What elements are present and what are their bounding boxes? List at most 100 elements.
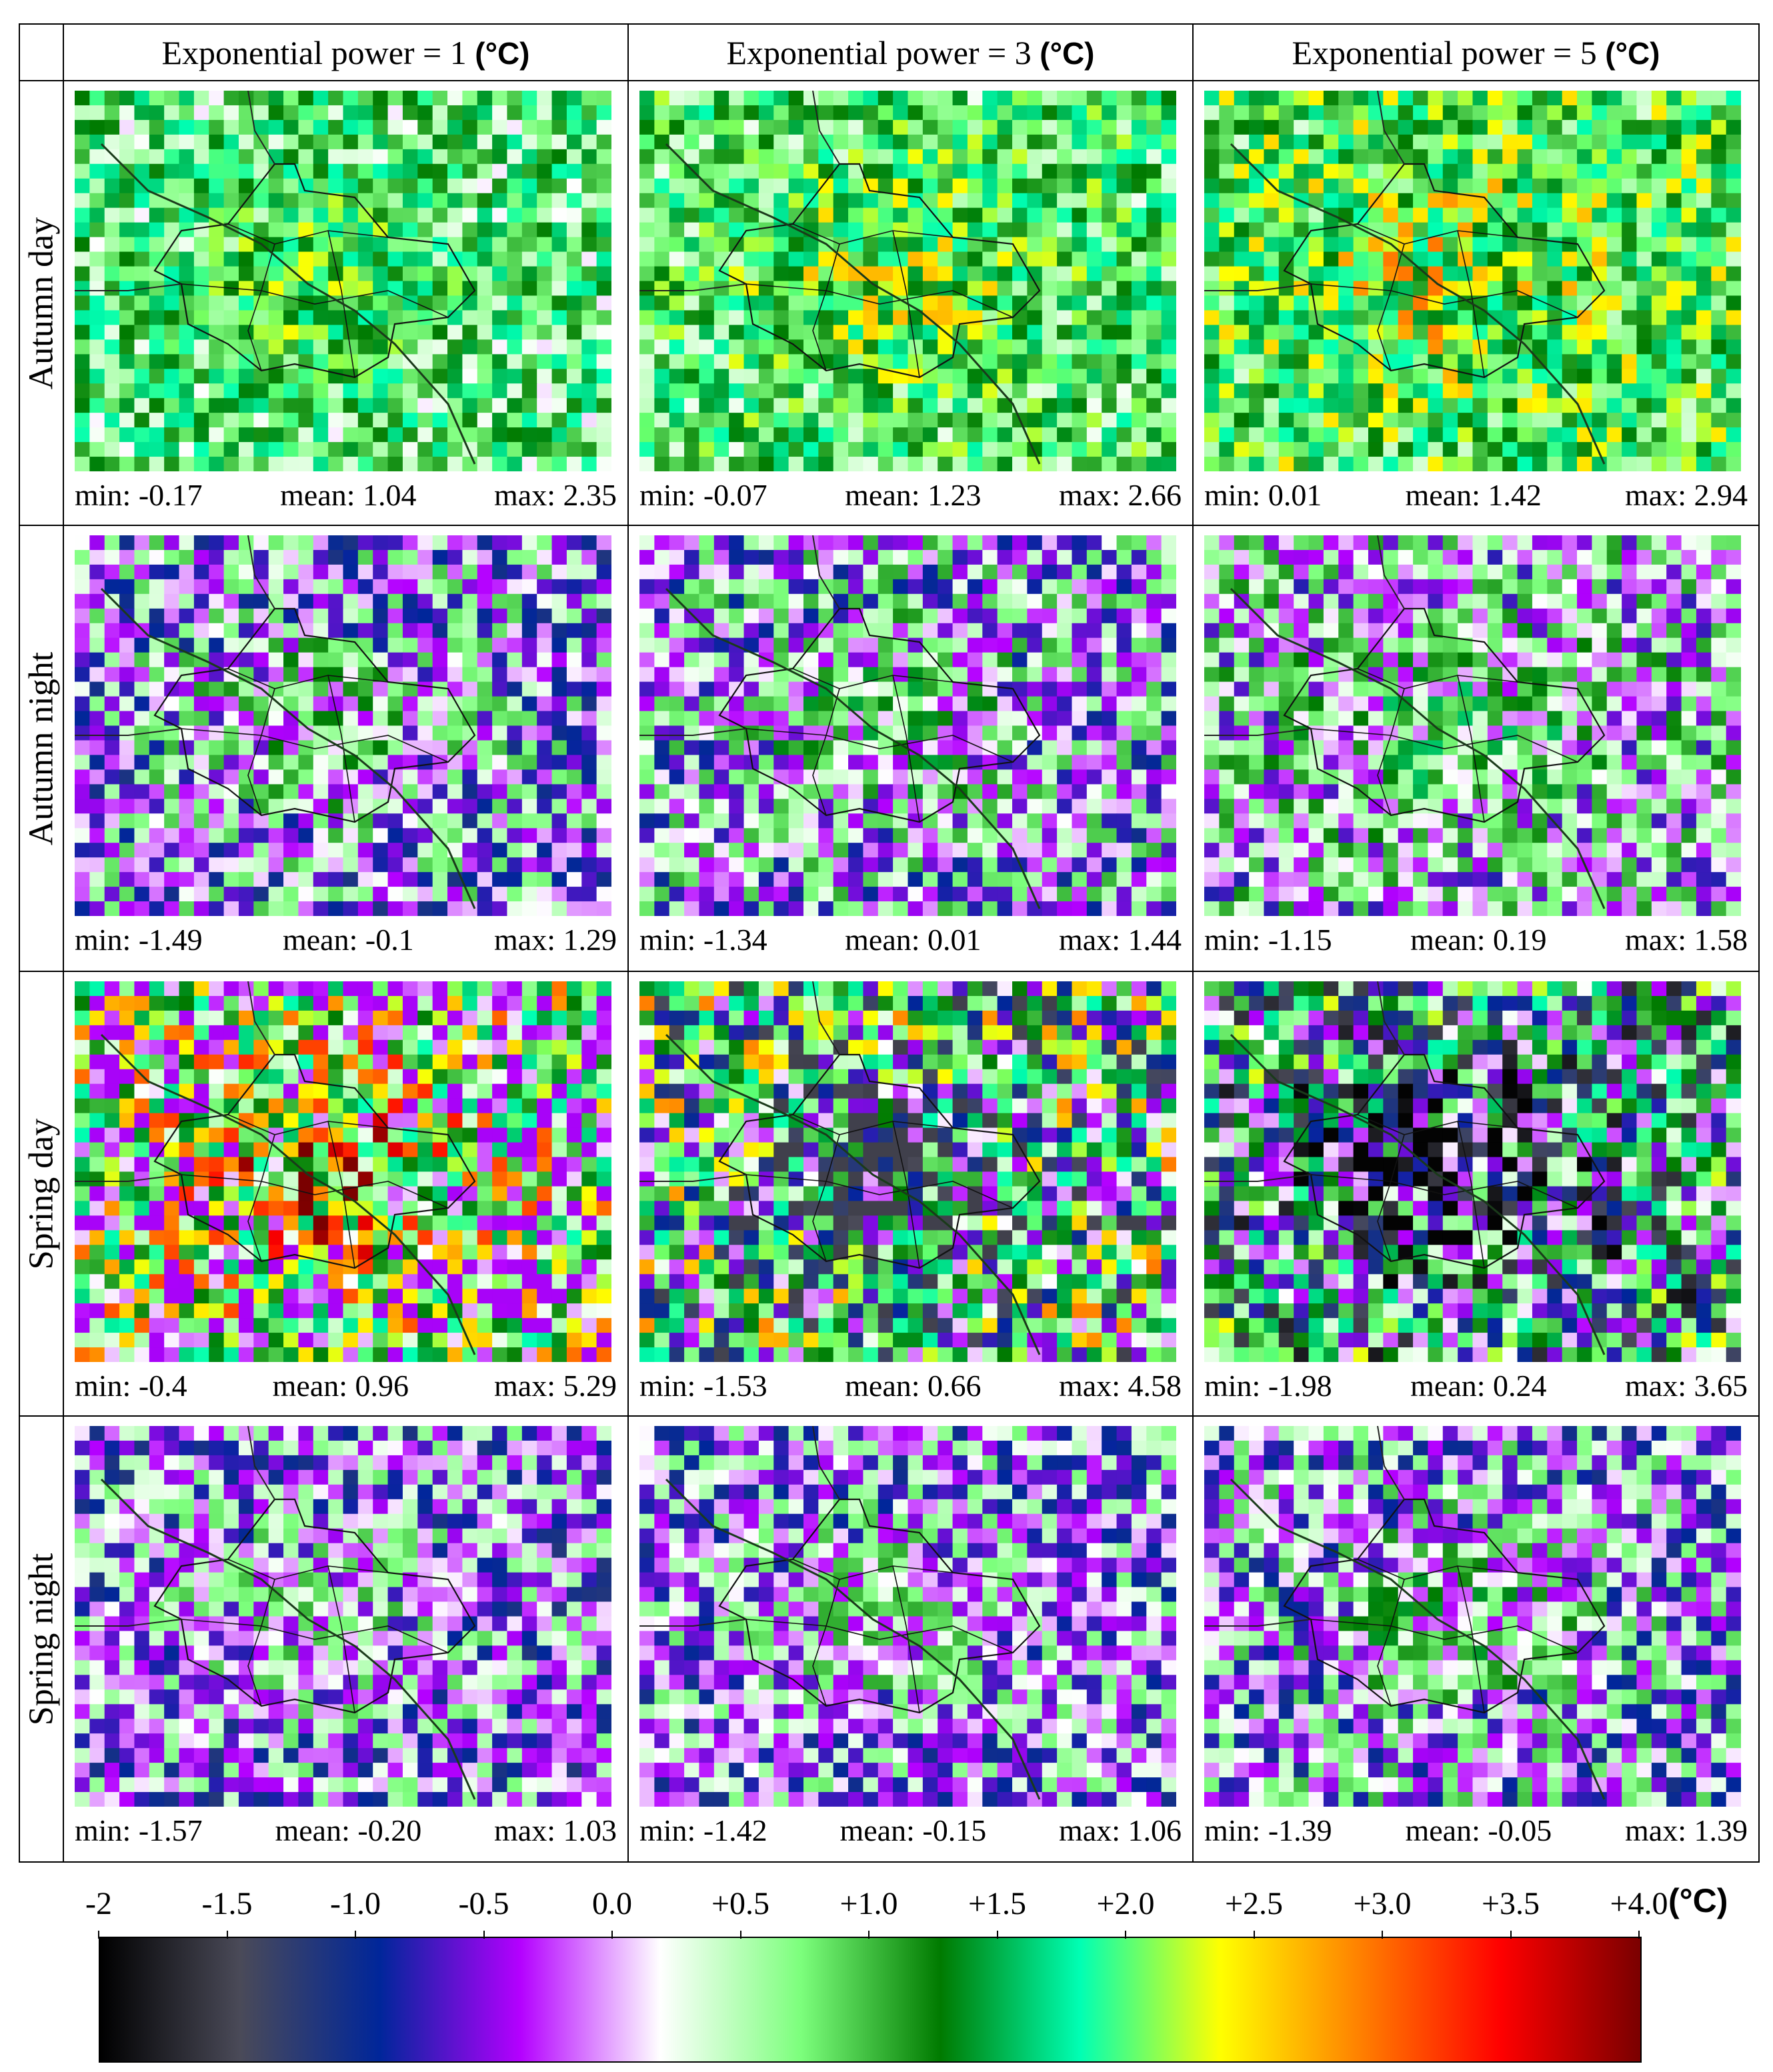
heatmap-cell xyxy=(1012,383,1028,399)
heatmap-cell xyxy=(1651,457,1667,471)
heatmap-cell xyxy=(1323,149,1339,165)
heatmap-cell xyxy=(773,398,789,413)
heatmap-cell xyxy=(164,843,180,858)
heatmap-cell xyxy=(581,281,597,297)
heatmap-cell xyxy=(803,608,819,624)
heatmap-cell xyxy=(432,222,448,238)
heatmap-cell xyxy=(402,207,418,223)
heatmap-cell xyxy=(773,623,789,639)
heatmap-cell xyxy=(967,222,983,238)
heatmap-cell xyxy=(639,681,655,697)
heatmap-cell xyxy=(193,579,209,595)
heatmap-cell xyxy=(1711,295,1727,311)
heatmap-cell xyxy=(699,681,715,697)
heatmap-cell xyxy=(997,887,1013,902)
heatmap-cell xyxy=(1487,105,1503,121)
heatmap-cell xyxy=(1249,325,1265,340)
heatmap-cell xyxy=(1383,427,1399,443)
heatmap-cell xyxy=(1666,207,1682,223)
heatmap-cell xyxy=(1413,413,1429,428)
heatmap-cell xyxy=(537,813,553,829)
heatmap-cell xyxy=(596,696,611,712)
heatmap-cell xyxy=(193,295,209,311)
heatmap-cell xyxy=(1027,134,1043,150)
heatmap-cell xyxy=(1323,222,1339,238)
heatmap-cell xyxy=(313,725,329,741)
heatmap-cell xyxy=(1042,593,1058,609)
heatmap-cell xyxy=(1012,579,1028,595)
heatmap-cell xyxy=(1131,339,1147,355)
heatmap-cell xyxy=(1622,549,1638,565)
heatmap-cell xyxy=(1086,549,1102,565)
heatmap-cell xyxy=(1696,251,1712,267)
heatmap-cell xyxy=(1636,251,1652,267)
heatmap-cell xyxy=(328,325,344,340)
heatmap-cell xyxy=(1353,207,1369,223)
heatmap-cell xyxy=(669,251,685,267)
heatmap-cell xyxy=(492,549,508,565)
heatmap-cell xyxy=(134,251,150,267)
heatmap-cell xyxy=(537,608,553,624)
heatmap-cell xyxy=(283,784,299,799)
heatmap-cell xyxy=(462,149,478,165)
heatmap-cell xyxy=(1042,755,1058,770)
heatmap-cell xyxy=(1338,178,1354,194)
heatmap-cell xyxy=(1086,237,1102,253)
heatmap-cell xyxy=(492,828,508,843)
heatmap-cell xyxy=(1636,222,1652,238)
heatmap-cell xyxy=(908,119,924,135)
heatmap-cell xyxy=(684,383,700,399)
heatmap-cell xyxy=(1264,295,1280,311)
heatmap-cell xyxy=(119,105,135,121)
heatmap-cell xyxy=(848,354,864,369)
heatmap-cell xyxy=(1592,354,1608,369)
heatmap-cell xyxy=(654,755,670,770)
heatmap-cell xyxy=(1606,549,1622,565)
heatmap-cell xyxy=(1131,637,1147,653)
heatmap-cell xyxy=(788,769,804,785)
heatmap-cell xyxy=(1398,369,1414,384)
heatmap-cell xyxy=(1116,339,1132,355)
heatmap-cell xyxy=(1622,91,1638,106)
heatmap-cell xyxy=(298,119,314,135)
heatmap-cell xyxy=(1219,295,1235,311)
heatmap-cell xyxy=(149,755,165,770)
heatmap-cell xyxy=(967,457,983,471)
heatmap-cell xyxy=(462,608,478,624)
heatmap-cell xyxy=(164,134,180,150)
heatmap-cell xyxy=(967,872,983,887)
heatmap-cell xyxy=(328,442,344,457)
heatmap-cell xyxy=(997,193,1013,209)
heatmap-cell xyxy=(922,608,938,624)
heatmap-cell xyxy=(537,295,553,311)
heatmap-cell xyxy=(833,222,849,238)
heatmap-cell xyxy=(922,535,938,551)
heatmap-cell xyxy=(1353,119,1369,135)
heatmap-cell xyxy=(104,295,120,311)
heatmap-cell xyxy=(343,119,359,135)
heatmap-cell xyxy=(1278,251,1294,267)
heatmap-cell xyxy=(89,91,105,106)
heatmap-cell xyxy=(1086,725,1102,741)
heatmap-cell xyxy=(492,784,508,799)
heatmap-cell xyxy=(773,237,789,253)
heatmap-cell xyxy=(521,149,537,165)
heatmap-cell xyxy=(1042,623,1058,639)
heatmap-cell xyxy=(669,535,685,551)
heatmap-cell xyxy=(639,222,655,238)
heatmap-cell xyxy=(758,134,774,150)
column-header-power-3: Exponential power = 3 (°C) xyxy=(627,23,1194,81)
heatmap-cell xyxy=(1027,740,1043,756)
heatmap-cell xyxy=(908,711,924,727)
heatmap-cell xyxy=(477,843,493,858)
heatmap-cell xyxy=(654,652,670,668)
heatmap-cell xyxy=(863,681,879,697)
heatmap-cell xyxy=(581,755,597,770)
heatmap-cell xyxy=(298,637,314,653)
heatmap-cell xyxy=(1116,696,1132,712)
heatmap-cell xyxy=(1622,354,1638,369)
heatmap-cell xyxy=(833,354,849,369)
heatmap-cell xyxy=(507,696,523,712)
heatmap-cell xyxy=(1338,310,1354,325)
heatmap-cell xyxy=(1057,696,1073,712)
